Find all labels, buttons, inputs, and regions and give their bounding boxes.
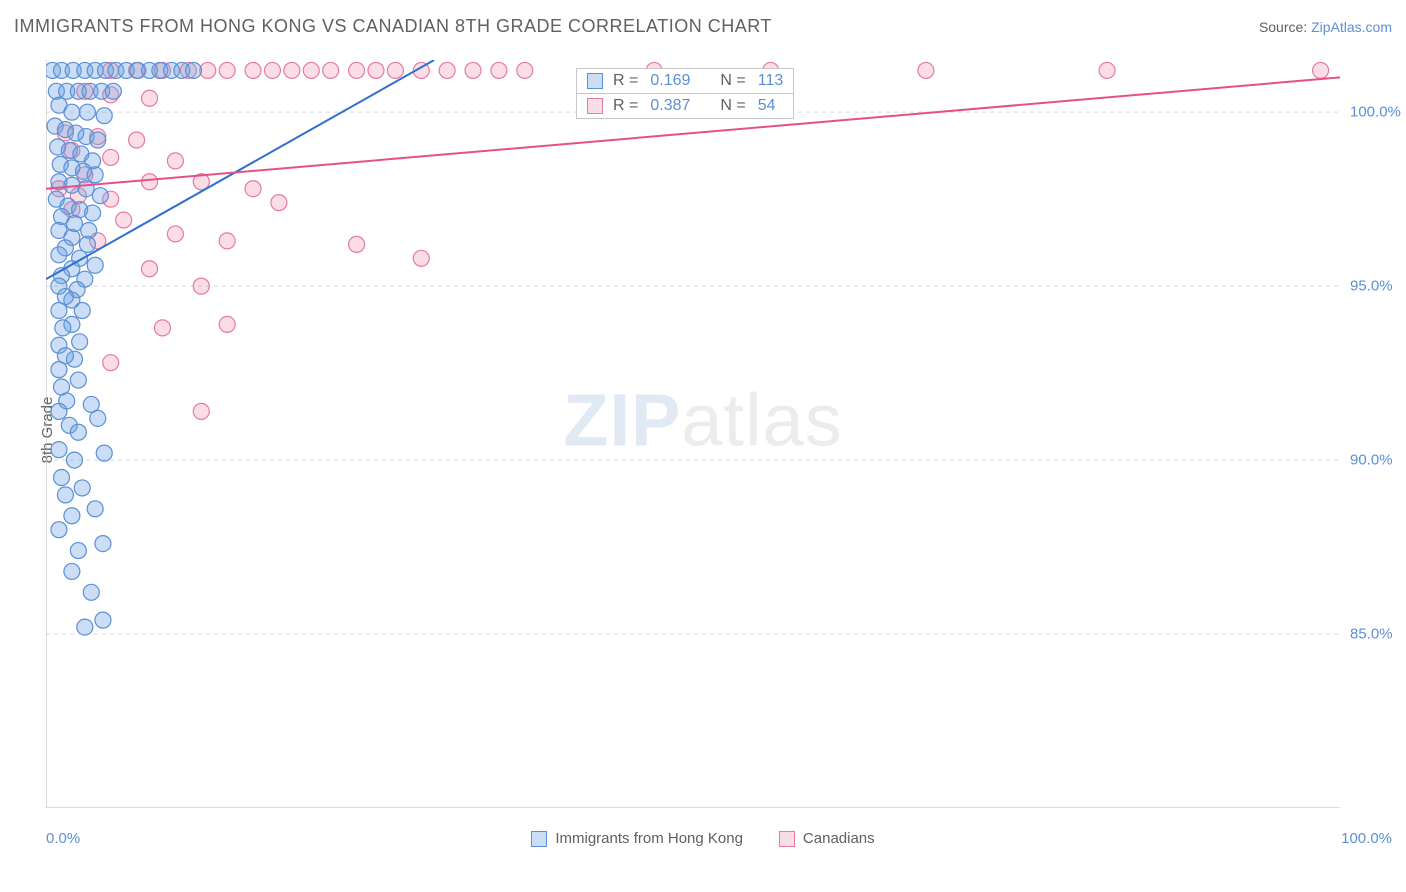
source-prefix: Source: [1259, 19, 1311, 35]
source-link[interactable]: ZipAtlas.com [1311, 19, 1392, 35]
swatch-b-icon [587, 98, 603, 114]
r-label-b: R = [613, 97, 638, 115]
n-label-b: N = [720, 97, 745, 115]
legend-item-a: Immigrants from Hong Kong [531, 830, 743, 847]
legend-label-b: Canadians [803, 830, 875, 847]
page-title: IMMIGRANTS FROM HONG KONG VS CANADIAN 8T… [14, 16, 772, 37]
swatch-a-icon [587, 73, 603, 89]
bottom-legend: Immigrants from Hong Kong Canadians [0, 830, 1406, 847]
correlation-row-b: R = 0.387 N = 54 [577, 93, 793, 118]
r-value-b: 0.387 [650, 97, 690, 115]
chart-area [46, 60, 1340, 808]
legend-swatch-b-icon [779, 831, 795, 847]
legend-label-a: Immigrants from Hong Kong [555, 830, 743, 847]
n-value-b: 54 [758, 97, 776, 115]
r-value-a: 0.169 [650, 72, 690, 90]
y-tick-label: 90.0% [1350, 452, 1393, 469]
y-tick-label: 100.0% [1350, 104, 1401, 121]
correlation-legend: R = 0.169 N = 113 R = 0.387 N = 54 [576, 68, 794, 119]
y-tick-label: 95.0% [1350, 278, 1393, 295]
n-value-a: 113 [758, 72, 784, 90]
correlation-row-a: R = 0.169 N = 113 [577, 69, 793, 93]
legend-swatch-a-icon [531, 831, 547, 847]
scatter-chart [46, 60, 1340, 808]
legend-item-b: Canadians [779, 830, 875, 847]
r-label-a: R = [613, 72, 638, 90]
source-label: Source: ZipAtlas.com [1259, 19, 1392, 35]
n-label-a: N = [720, 72, 745, 90]
y-tick-label: 85.0% [1350, 626, 1393, 643]
